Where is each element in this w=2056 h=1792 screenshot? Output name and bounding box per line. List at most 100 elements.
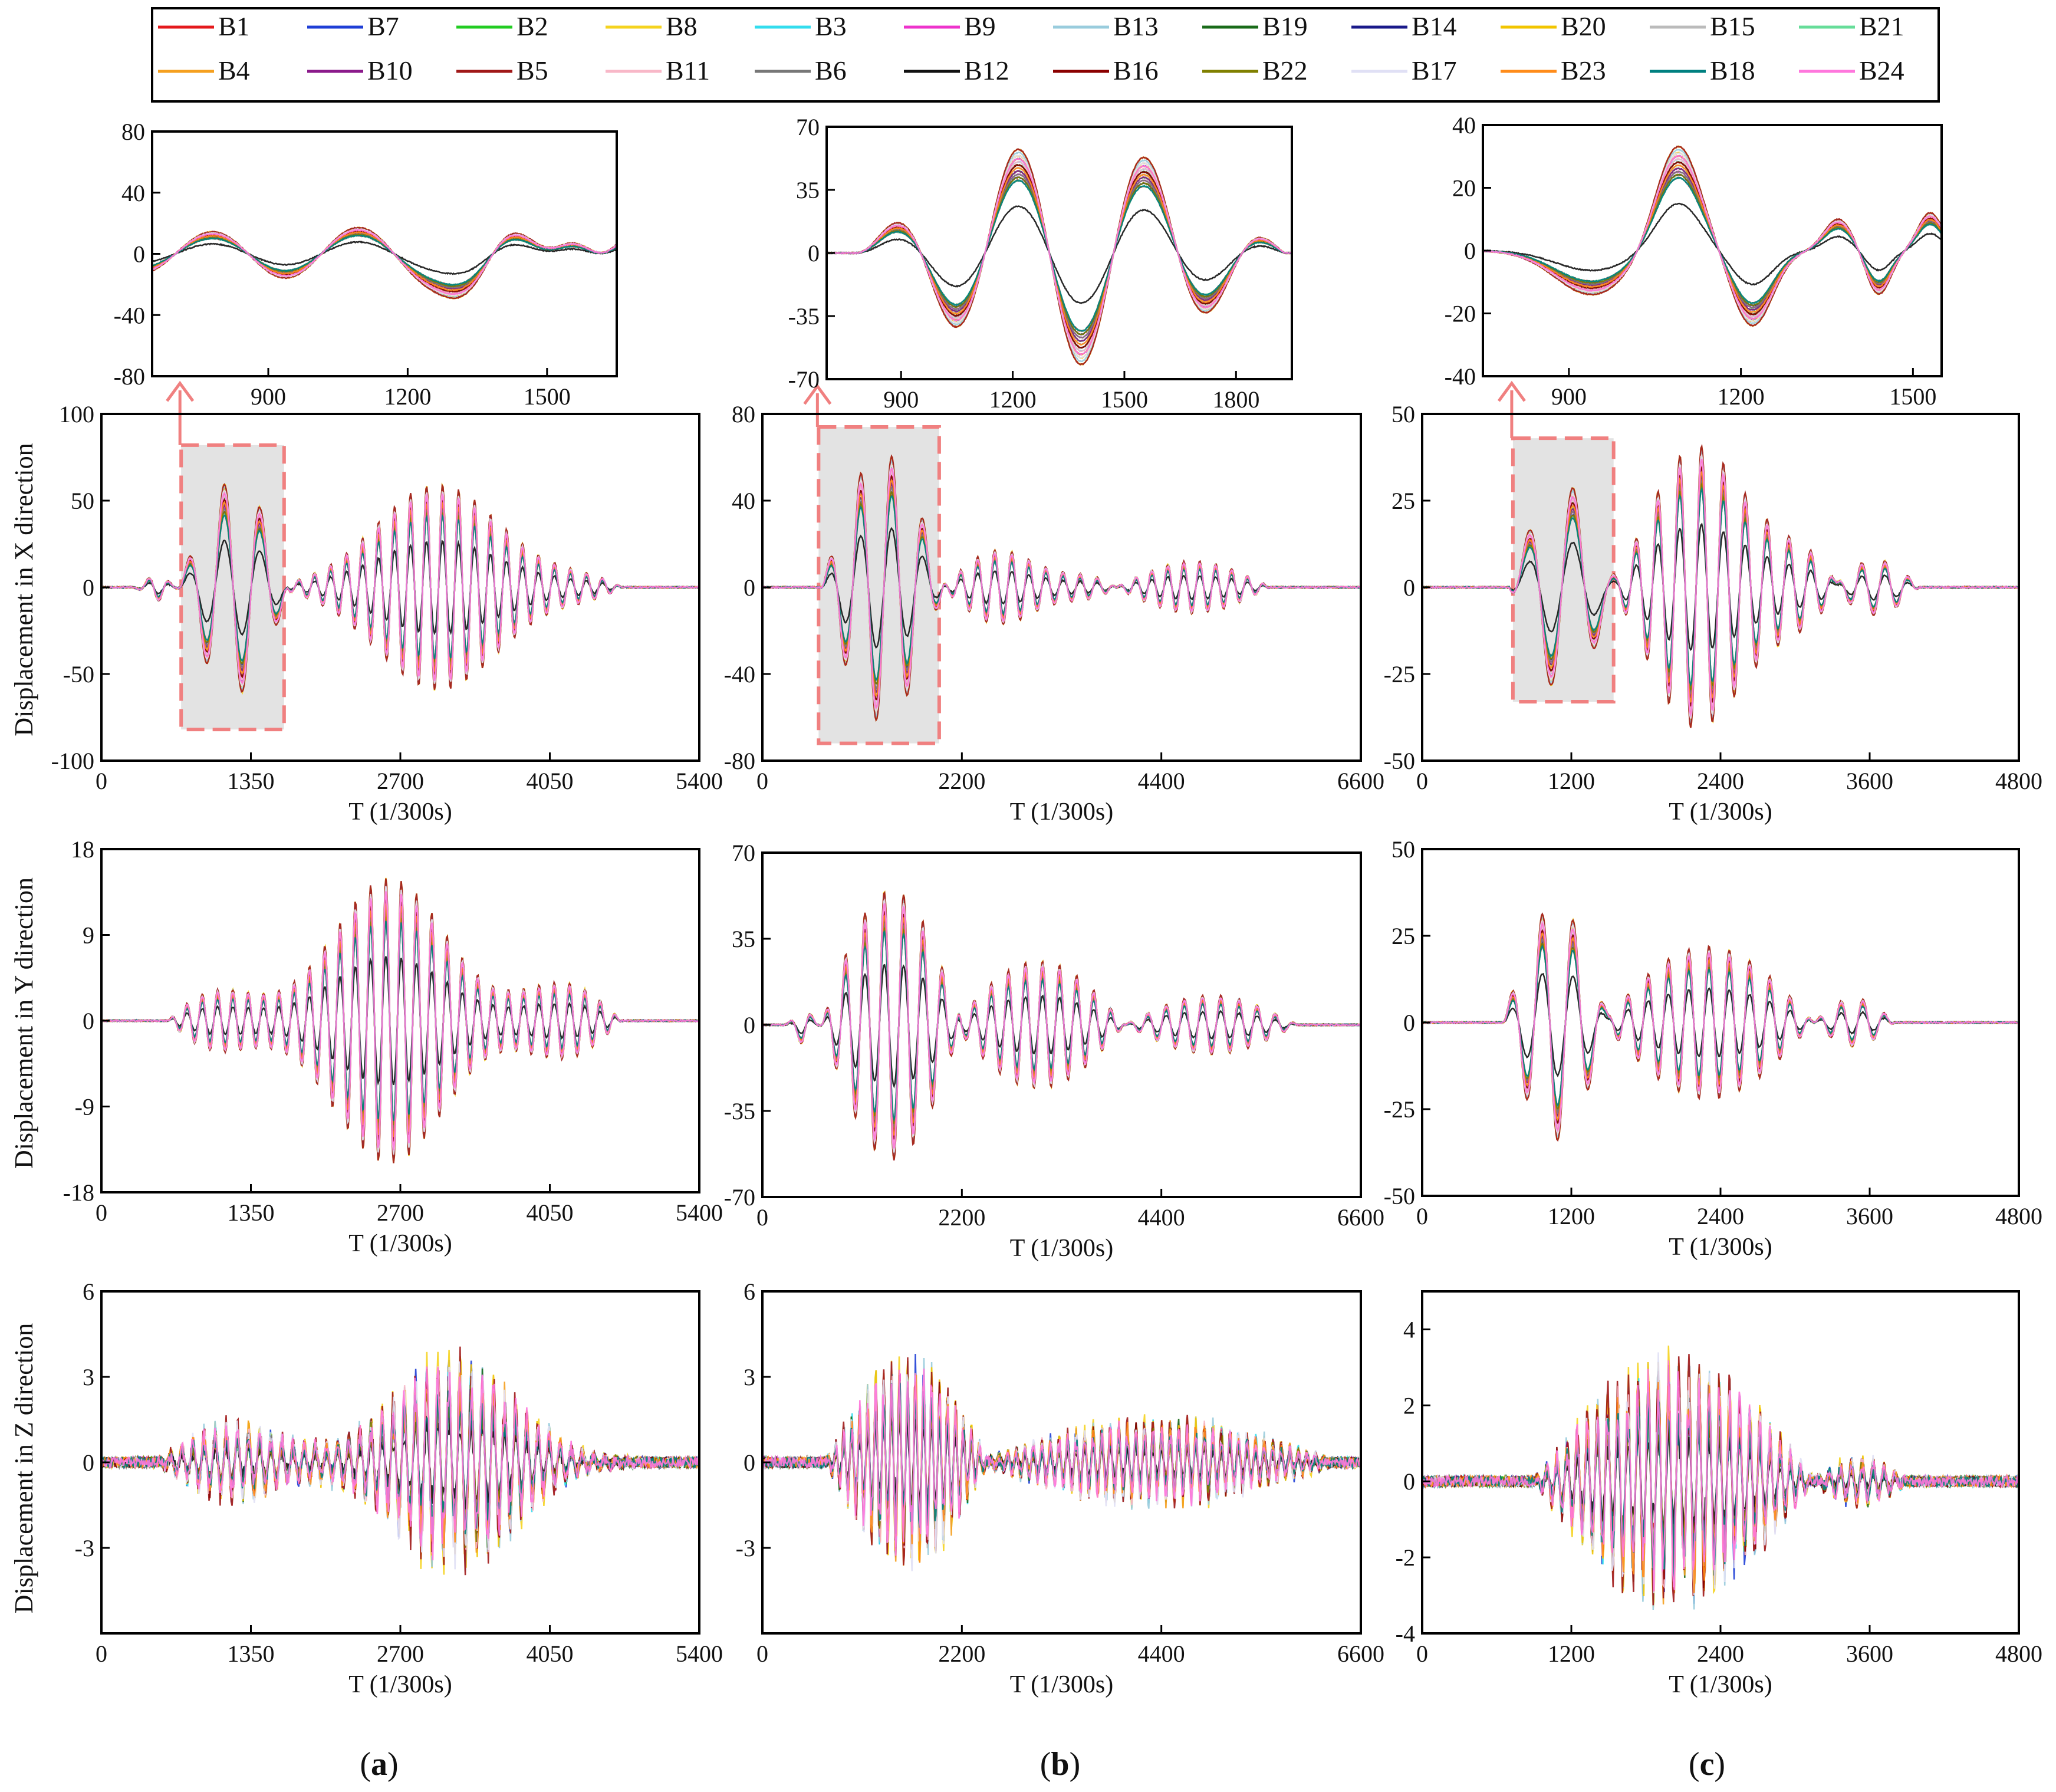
legend-entry: B2	[517, 11, 548, 41]
y-tick-label: -2	[1396, 1544, 1415, 1571]
x-tick-label: 1200	[1548, 1640, 1595, 1667]
y-tick-label: -3	[736, 1535, 755, 1561]
y-tick-label: 25	[1391, 488, 1415, 514]
x-tick-label: 1200	[1548, 1203, 1595, 1229]
y-tick-label: 3	[744, 1364, 755, 1390]
y-tick-label: -40	[114, 302, 145, 328]
x-tick-label: 900	[883, 386, 919, 413]
y-tick-label: -25	[1384, 661, 1415, 688]
x-axis-label: T (1/300s)	[348, 798, 452, 826]
y-tick-label: -80	[724, 748, 755, 774]
legend-entry: B22	[1262, 55, 1308, 86]
x-tick-label: 3600	[1846, 768, 1893, 794]
x-tick-label: 2400	[1697, 1640, 1744, 1667]
y-tick-label: 20	[1452, 175, 1476, 202]
legend-entry: B11	[666, 55, 710, 86]
y-tick-label: -100	[51, 748, 94, 774]
y-tick-label: 35	[732, 926, 755, 952]
legend-entry: B15	[1710, 11, 1755, 41]
x-tick-label: 4050	[527, 1640, 574, 1667]
panel-label-a: (a)	[360, 1746, 398, 1783]
panel-label-b: (b)	[1040, 1746, 1080, 1783]
x-tick-label: 2200	[938, 768, 985, 794]
y-tick-label: 0	[808, 240, 820, 267]
y-tick-label: 35	[796, 177, 820, 203]
legend-entry: B3	[815, 11, 847, 41]
x-tick-label: 5400	[676, 768, 723, 794]
y-tick-label: 0	[1403, 1468, 1415, 1495]
legend-entry: B17	[1412, 55, 1457, 86]
x-tick-label: 0	[96, 768, 107, 794]
x-tick-label: 1200	[1718, 383, 1765, 410]
x-tick-label: 6600	[1337, 768, 1384, 794]
x-tick-label: 4050	[527, 1199, 574, 1226]
y-tick-label: -50	[1384, 1183, 1415, 1209]
y-tick-label: 3	[83, 1364, 94, 1390]
x-tick-label: 6600	[1337, 1204, 1384, 1231]
x-axis-label: T (1/300s)	[348, 1671, 452, 1698]
legend-entry: B7	[367, 11, 399, 41]
x-tick-label: 2400	[1697, 768, 1744, 794]
x-axis-label: T (1/300s)	[1669, 798, 1772, 826]
y-tick-label: -40	[724, 661, 755, 688]
row-label-y: Displacement in Y direction	[9, 877, 38, 1169]
row-label-z: Displacement in Z direction	[9, 1323, 38, 1613]
y-tick-label: -18	[63, 1179, 94, 1206]
x-axis-label: T (1/300s)	[1669, 1234, 1772, 1261]
y-tick-label: 4	[1403, 1316, 1415, 1343]
y-tick-label: -50	[63, 661, 94, 688]
y-tick-label: 2	[1403, 1392, 1415, 1419]
legend-entry: B13	[1113, 11, 1159, 41]
x-tick-label: 1800	[1212, 386, 1259, 413]
x-tick-label: 2700	[377, 768, 424, 794]
x-axis-label: T (1/300s)	[1010, 1235, 1113, 1262]
x-tick-label: 3600	[1846, 1203, 1893, 1229]
y-tick-label: 25	[1391, 923, 1415, 949]
x-axis-label: T (1/300s)	[1669, 1671, 1772, 1698]
x-tick-label: 4050	[527, 768, 574, 794]
legend-entry: B4	[218, 55, 250, 86]
y-tick-label: -20	[1445, 301, 1476, 327]
y-tick-label: 0	[83, 1449, 94, 1476]
x-tick-label: 2200	[938, 1640, 985, 1667]
y-tick-label: 0	[1403, 574, 1415, 601]
y-tick-label: -9	[75, 1094, 94, 1120]
y-tick-label: -80	[114, 363, 145, 390]
y-tick-label: 80	[121, 119, 145, 145]
y-tick-label: 40	[1452, 112, 1476, 139]
x-tick-label: 1500	[524, 383, 571, 410]
y-tick-label: -35	[788, 303, 820, 330]
y-tick-label: 100	[59, 401, 94, 428]
x-tick-label: 0	[1416, 1640, 1428, 1667]
legend-entry: B18	[1710, 55, 1755, 86]
x-tick-label: 1350	[228, 768, 275, 794]
row-label-x: Displacement in X direction	[9, 443, 38, 736]
x-tick-label: 2400	[1697, 1203, 1744, 1229]
x-tick-label: 5400	[676, 1199, 723, 1226]
x-tick-label: 2700	[377, 1640, 424, 1667]
x-tick-label: 1500	[1889, 383, 1936, 410]
y-tick-label: -35	[724, 1098, 755, 1124]
y-tick-label: 0	[744, 574, 755, 601]
y-tick-label: 6	[83, 1278, 94, 1305]
y-tick-label: 50	[1391, 401, 1415, 428]
x-tick-label: 1200	[1548, 768, 1595, 794]
legend-frame	[152, 8, 1939, 101]
x-tick-label: 0	[1416, 768, 1428, 794]
x-tick-label: 2700	[377, 1199, 424, 1226]
x-tick-label: 0	[96, 1640, 107, 1667]
legend-entry: B6	[815, 55, 847, 86]
x-tick-label: 3600	[1846, 1640, 1893, 1667]
x-tick-label: 1350	[228, 1640, 275, 1667]
y-tick-label: 6	[744, 1278, 755, 1305]
y-tick-label: 0	[744, 1012, 755, 1038]
y-tick-label: 70	[732, 840, 755, 866]
y-tick-label: 50	[71, 488, 94, 514]
x-axis-label: T (1/300s)	[1010, 798, 1113, 826]
legend-entry: B24	[1859, 55, 1904, 86]
legend-entry: B12	[964, 55, 1009, 86]
legend-entry: B1	[218, 11, 250, 41]
